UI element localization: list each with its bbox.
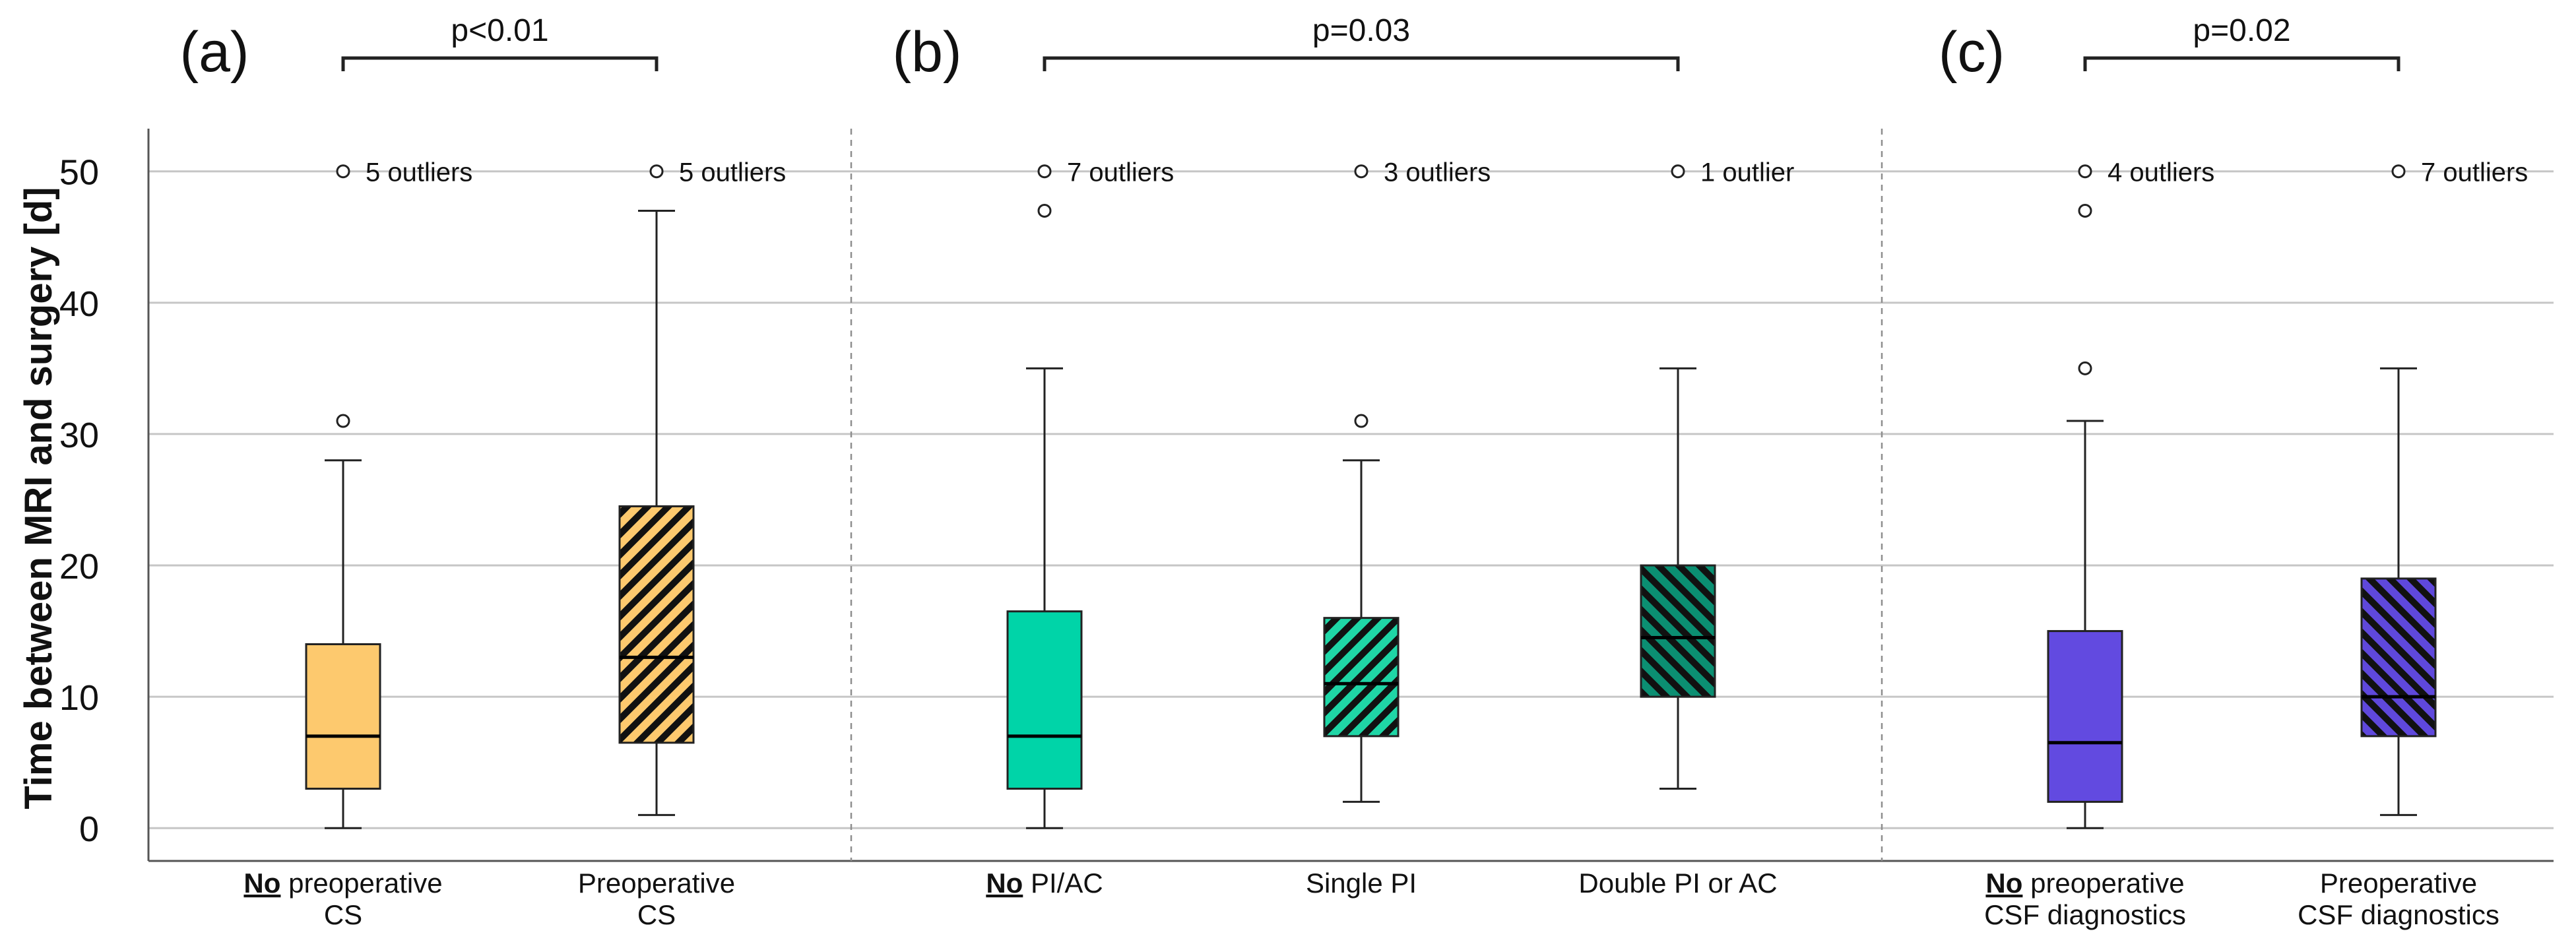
- box-outline: [2047, 630, 2123, 803]
- box-fill: [2048, 631, 2122, 802]
- box-group: [1323, 164, 1400, 803]
- p-value-label: p=0.03: [1312, 13, 1410, 48]
- panel-label: (c): [1939, 20, 2005, 84]
- outlier-point: [2078, 203, 2092, 218]
- box-group: [2047, 164, 2123, 829]
- box-group: [1640, 164, 1716, 790]
- box-group: [1006, 164, 1083, 829]
- outlier-note: 3 outliers: [1384, 158, 1491, 187]
- y-tick-label: 30: [59, 416, 99, 455]
- box-outline: [2360, 577, 2437, 738]
- box-outline: [1006, 610, 1083, 790]
- y-tick-label: 20: [59, 547, 99, 586]
- outlier-marker-50: [336, 164, 350, 179]
- axes: [147, 129, 2554, 862]
- box-hatch: [1324, 618, 1398, 736]
- outlier-note: 7 outliers: [1067, 158, 1174, 187]
- outlier-point: [1354, 414, 1368, 428]
- category-label-text: preoperative: [280, 868, 442, 899]
- category-label-emphasis: No: [986, 868, 1023, 899]
- box-outline: [1640, 564, 1716, 698]
- category-label: Preoperative: [2320, 868, 2477, 899]
- outlier-marker-50: [2078, 164, 2092, 179]
- panel-label: (a): [179, 20, 249, 84]
- category-label-emphasis: No: [1985, 868, 2022, 899]
- category-label-line2: CSF diagnostics: [2298, 899, 2499, 930]
- outlier-point: [2078, 361, 2092, 375]
- y-axis-title: Time between MRI and surgery [d]: [17, 187, 60, 809]
- box-outline: [618, 505, 695, 744]
- panel-label: (b): [892, 20, 961, 84]
- boxes: [305, 164, 2437, 829]
- category-label: Preoperative: [578, 868, 735, 899]
- box-group: [618, 164, 695, 816]
- category-label: Single PI: [1306, 868, 1417, 899]
- y-tick-label: 10: [59, 678, 99, 718]
- outlier-point: [336, 414, 350, 428]
- category-label-text: PI/AC: [1023, 868, 1103, 899]
- text-labels: 0 10 20 30 40 50 (a) p<0.01 5 outliers No preoper…: [59, 13, 2528, 930]
- p-value-label: p<0.01: [451, 13, 548, 48]
- significance-bracket: [2083, 56, 2400, 71]
- box-group: [2360, 164, 2437, 816]
- outlier-note: 4 outliers: [2108, 158, 2214, 187]
- outlier-note: 5 outliers: [366, 158, 472, 187]
- category-label-emphasis: No: [243, 868, 280, 899]
- outlier-note: 7 outliers: [2421, 158, 2528, 187]
- outlier-point: [1037, 203, 1052, 218]
- outlier-note: 5 outliers: [679, 158, 786, 187]
- box-fill: [1008, 611, 1081, 789]
- p-value-label: p=0.02: [2193, 13, 2290, 48]
- y-tick-label: 40: [59, 284, 99, 324]
- outlier-marker-50: [2391, 164, 2406, 179]
- category-label: Double PI or AC: [1578, 868, 1777, 899]
- y-tick-label: 0: [79, 809, 99, 849]
- panel-dividers: [850, 129, 1883, 861]
- outlier-note: 1 outlier: [1700, 158, 1794, 187]
- outlier-marker-50: [1671, 164, 1685, 179]
- outlier-marker-50: [1037, 164, 1052, 179]
- category-label-line2: CS: [324, 899, 362, 930]
- box-hatch: [1641, 565, 1715, 697]
- category-label: No preoperative: [1985, 868, 2184, 899]
- significance-bracket: [1043, 56, 1680, 71]
- category-label-line2: CSF diagnostics: [1984, 899, 2186, 930]
- box-outline: [1323, 617, 1400, 738]
- category-label: No preoperative: [243, 868, 442, 899]
- box-group: [305, 164, 381, 829]
- significance-bracket: [341, 56, 659, 71]
- category-label-text: preoperative: [2022, 868, 2184, 899]
- box-hatch: [2362, 578, 2435, 736]
- box-fill: [306, 644, 380, 789]
- gridlines: [148, 170, 2554, 829]
- outlier-marker-50: [1354, 164, 1368, 179]
- y-tick-label: 50: [59, 153, 99, 193]
- category-label-line2: CS: [637, 899, 676, 930]
- box-hatch: [620, 506, 693, 743]
- category-label: No PI/AC: [986, 868, 1103, 899]
- outlier-marker-50: [649, 164, 664, 179]
- box-outline: [305, 643, 381, 790]
